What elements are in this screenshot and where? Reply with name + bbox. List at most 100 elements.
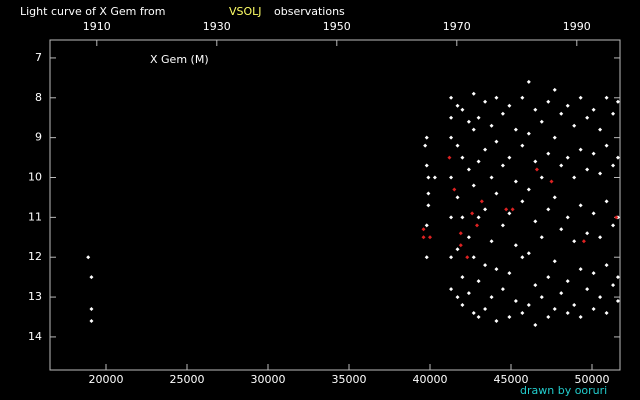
data-point <box>565 279 570 284</box>
data-point <box>611 111 616 116</box>
title-part: observations <box>274 5 345 18</box>
data-point <box>421 235 426 240</box>
data-point <box>520 255 525 260</box>
data-point <box>533 107 538 112</box>
data-point <box>483 307 488 312</box>
data-point <box>449 287 454 292</box>
data-point <box>466 291 471 296</box>
data-point <box>507 211 512 216</box>
data-point <box>604 311 609 316</box>
data-point <box>494 139 499 144</box>
data-point <box>578 203 583 208</box>
data-point <box>533 283 538 288</box>
data-point <box>483 147 488 152</box>
data-point <box>520 143 525 148</box>
data-point <box>500 287 505 292</box>
data-point <box>471 127 476 132</box>
data-point <box>471 183 476 188</box>
data-point <box>591 271 596 276</box>
data-point <box>559 111 564 116</box>
data-point <box>421 227 426 232</box>
data-point <box>585 115 590 120</box>
data-point <box>458 231 463 236</box>
data-point <box>471 255 476 260</box>
x-tick-label: 50000 <box>575 373 610 386</box>
y-tick-label: 13 <box>28 290 42 303</box>
data-point <box>598 235 603 240</box>
data-point <box>447 155 452 160</box>
data-point <box>449 215 454 220</box>
data-point <box>424 163 429 168</box>
data-point <box>611 283 616 288</box>
data-point <box>489 295 494 300</box>
data-point <box>470 211 475 216</box>
data-point <box>449 95 454 100</box>
data-point <box>598 171 603 176</box>
x-tick-label: 40000 <box>413 373 448 386</box>
data-point <box>513 243 518 248</box>
data-point <box>455 195 460 200</box>
x2-tick-label: 1990 <box>563 20 591 33</box>
y-tick-label: 11 <box>28 210 42 223</box>
data-point <box>604 199 609 204</box>
data-point <box>483 263 488 268</box>
data-point <box>466 119 471 124</box>
data-point <box>615 155 620 160</box>
data-point <box>534 167 539 172</box>
data-point <box>559 163 564 168</box>
data-point <box>452 187 457 192</box>
data-point <box>604 263 609 268</box>
data-point <box>611 163 616 168</box>
data-point <box>426 175 431 180</box>
data-point <box>513 127 518 132</box>
data-point <box>86 255 91 260</box>
data-point <box>455 295 460 300</box>
data-point <box>552 87 557 92</box>
data-point <box>504 207 509 212</box>
data-point <box>483 99 488 104</box>
y-tick-label: 8 <box>35 91 42 104</box>
data-point <box>471 91 476 96</box>
data-point <box>581 239 586 244</box>
data-point <box>526 251 531 256</box>
data-point <box>546 99 551 104</box>
data-point <box>565 215 570 220</box>
data-point <box>578 314 583 319</box>
data-point <box>526 187 531 192</box>
data-point <box>559 291 564 296</box>
data-point <box>578 95 583 100</box>
data-point <box>552 195 557 200</box>
data-point <box>552 259 557 264</box>
data-point <box>614 215 619 220</box>
data-point <box>520 95 525 100</box>
data-point <box>549 179 554 184</box>
data-point <box>578 267 583 272</box>
data-point <box>598 295 603 300</box>
data-point <box>476 279 481 284</box>
data-point <box>489 123 494 128</box>
data-point <box>539 175 544 180</box>
data-point <box>483 207 488 212</box>
plot-frame <box>49 39 621 371</box>
data-point <box>494 318 499 323</box>
data-point <box>539 295 544 300</box>
data-point <box>604 143 609 148</box>
x-tick-label: 20000 <box>89 373 124 386</box>
data-point <box>526 303 531 308</box>
data-point <box>513 299 518 304</box>
data-point <box>572 175 577 180</box>
data-point <box>526 131 531 136</box>
data-point <box>578 147 583 152</box>
title-part: VSOLJ <box>229 5 262 18</box>
data-point <box>533 322 538 327</box>
y-tick-label: 9 <box>35 131 42 144</box>
data-point <box>426 203 431 208</box>
data-point <box>455 103 460 108</box>
data-point <box>466 167 471 172</box>
data-point <box>526 79 531 84</box>
x2-tick-label: 1910 <box>83 20 111 33</box>
data-point <box>426 191 431 196</box>
data-point <box>476 159 481 164</box>
data-point <box>533 219 538 224</box>
data-point <box>572 303 577 308</box>
